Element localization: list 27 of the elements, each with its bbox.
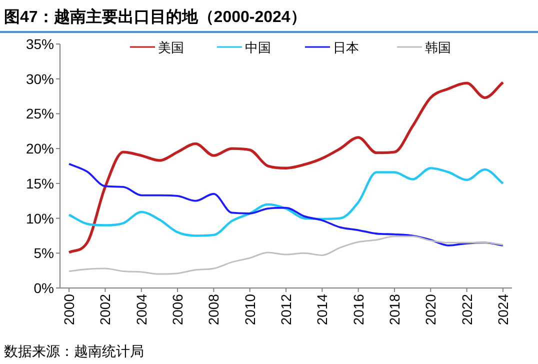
chart-title: 图47：越南主要出口目的地（2000-2024） (4, 7, 306, 26)
x-tick-label: 2020 (422, 294, 439, 326)
y-tick-label: 10% (26, 210, 54, 226)
x-tick-label: 2004 (133, 294, 150, 326)
x-tick-label: 2022 (458, 294, 475, 326)
x-tick-label: 2014 (314, 294, 330, 326)
y-tick-label: 25% (26, 106, 54, 122)
x-tick-label: 2002 (97, 294, 114, 326)
legend-label: 日本 (333, 40, 359, 55)
x-tick-label: 2024 (494, 294, 511, 326)
x-tick-label: 2006 (170, 294, 186, 326)
x-tick-label: 2010 (242, 294, 258, 326)
y-tick-label: 15% (26, 175, 54, 192)
x-tick-label: 2008 (206, 294, 222, 326)
legend-label: 中国 (245, 40, 271, 55)
y-tick-label: 20% (26, 140, 54, 157)
x-tick-label: 2000 (61, 294, 78, 326)
x-tick-label: 2016 (350, 294, 366, 326)
legend-label: 韩国 (425, 40, 451, 55)
legend-label: 美国 (158, 40, 184, 55)
y-tick-label: 0% (34, 280, 54, 296)
source-note: 数据来源：越南统计局 (4, 343, 144, 359)
x-tick-label: 2018 (386, 294, 402, 326)
y-tick-label: 30% (26, 70, 54, 87)
x-tick-label: 2012 (278, 294, 294, 326)
y-tick-label: 5% (34, 245, 54, 262)
y-tick-label: 35% (26, 36, 54, 52)
